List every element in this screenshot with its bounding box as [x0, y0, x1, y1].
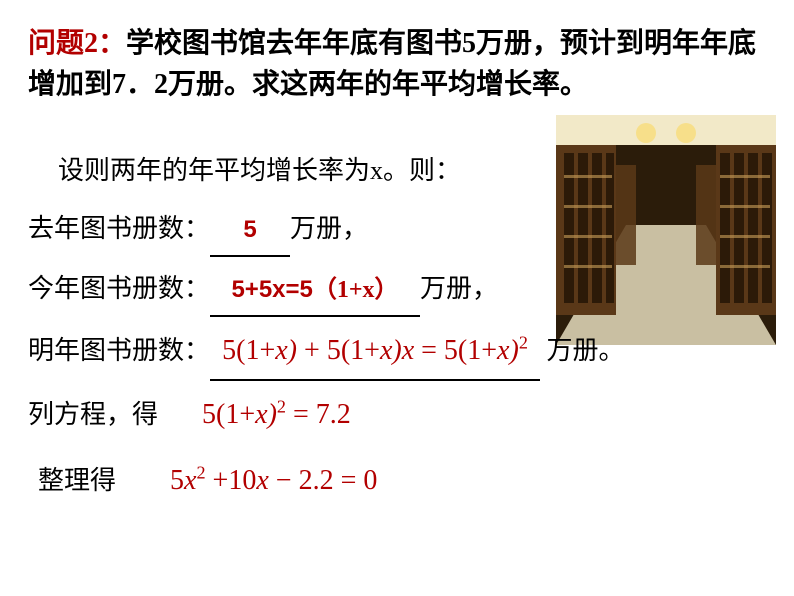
line-equation: 列方程，得 5(1+x)2 = 7.2: [28, 387, 766, 443]
line-next-year: 明年图书册数： 5(1+x) + 5(1+x)x = 5(1+x)2 万册。: [28, 323, 766, 381]
intro-line: 设则两年的年平均增长率为x。则：: [28, 145, 766, 197]
line-last-year: 去年图书册数： 5 万册，: [28, 203, 766, 257]
line-this-year: 今年图书册数： 5+5x=5（1+x） 万册，: [28, 263, 766, 317]
blank-2: 5+5x=5（1+x）: [210, 263, 420, 317]
blank-1: 5: [210, 203, 290, 257]
line1-prefix: 去年图书册数：: [28, 214, 210, 243]
line3-suffix: 万册。: [547, 336, 625, 365]
problem-heading: 问题2：学校图书馆去年年底有图书5万册，预计到明年年底增加到7．2万册。求这两年…: [28, 24, 766, 105]
line3-prefix: 明年图书册数：: [28, 336, 210, 365]
line5-prefix: 整理得: [38, 455, 116, 507]
line1-suffix: 万册，: [290, 214, 368, 243]
fill-1: 5: [243, 216, 256, 243]
blank-3: 5(1+x) + 5(1+x)x = 5(1+x)2: [210, 323, 540, 381]
fill-2a: 5+5x=5: [231, 276, 312, 303]
line2-prefix: 今年图书册数：: [28, 274, 210, 303]
line2-suffix: 万册，: [420, 274, 498, 303]
fill-2b: （1+x）: [313, 277, 399, 303]
problem-text: 学校图书馆去年年底有图书5万册，预计到明年年底增加到7．2万册。求这两年的年平均…: [28, 28, 756, 100]
fill-3: 5(1+x) + 5(1+x)x = 5(1+x)2: [222, 335, 528, 366]
line-simplified: 整理得 5x2 +10x − 2.2 = 0: [28, 453, 766, 509]
problem-label: 问题2：: [28, 28, 126, 59]
line4-prefix: 列方程，得: [28, 389, 158, 441]
equation-main: 5(1+x)2 = 7.2: [202, 387, 351, 443]
fill-2: 5+5x=5（1+x）: [231, 276, 398, 303]
equation-simplified: 5x2 +10x − 2.2 = 0: [170, 453, 377, 509]
